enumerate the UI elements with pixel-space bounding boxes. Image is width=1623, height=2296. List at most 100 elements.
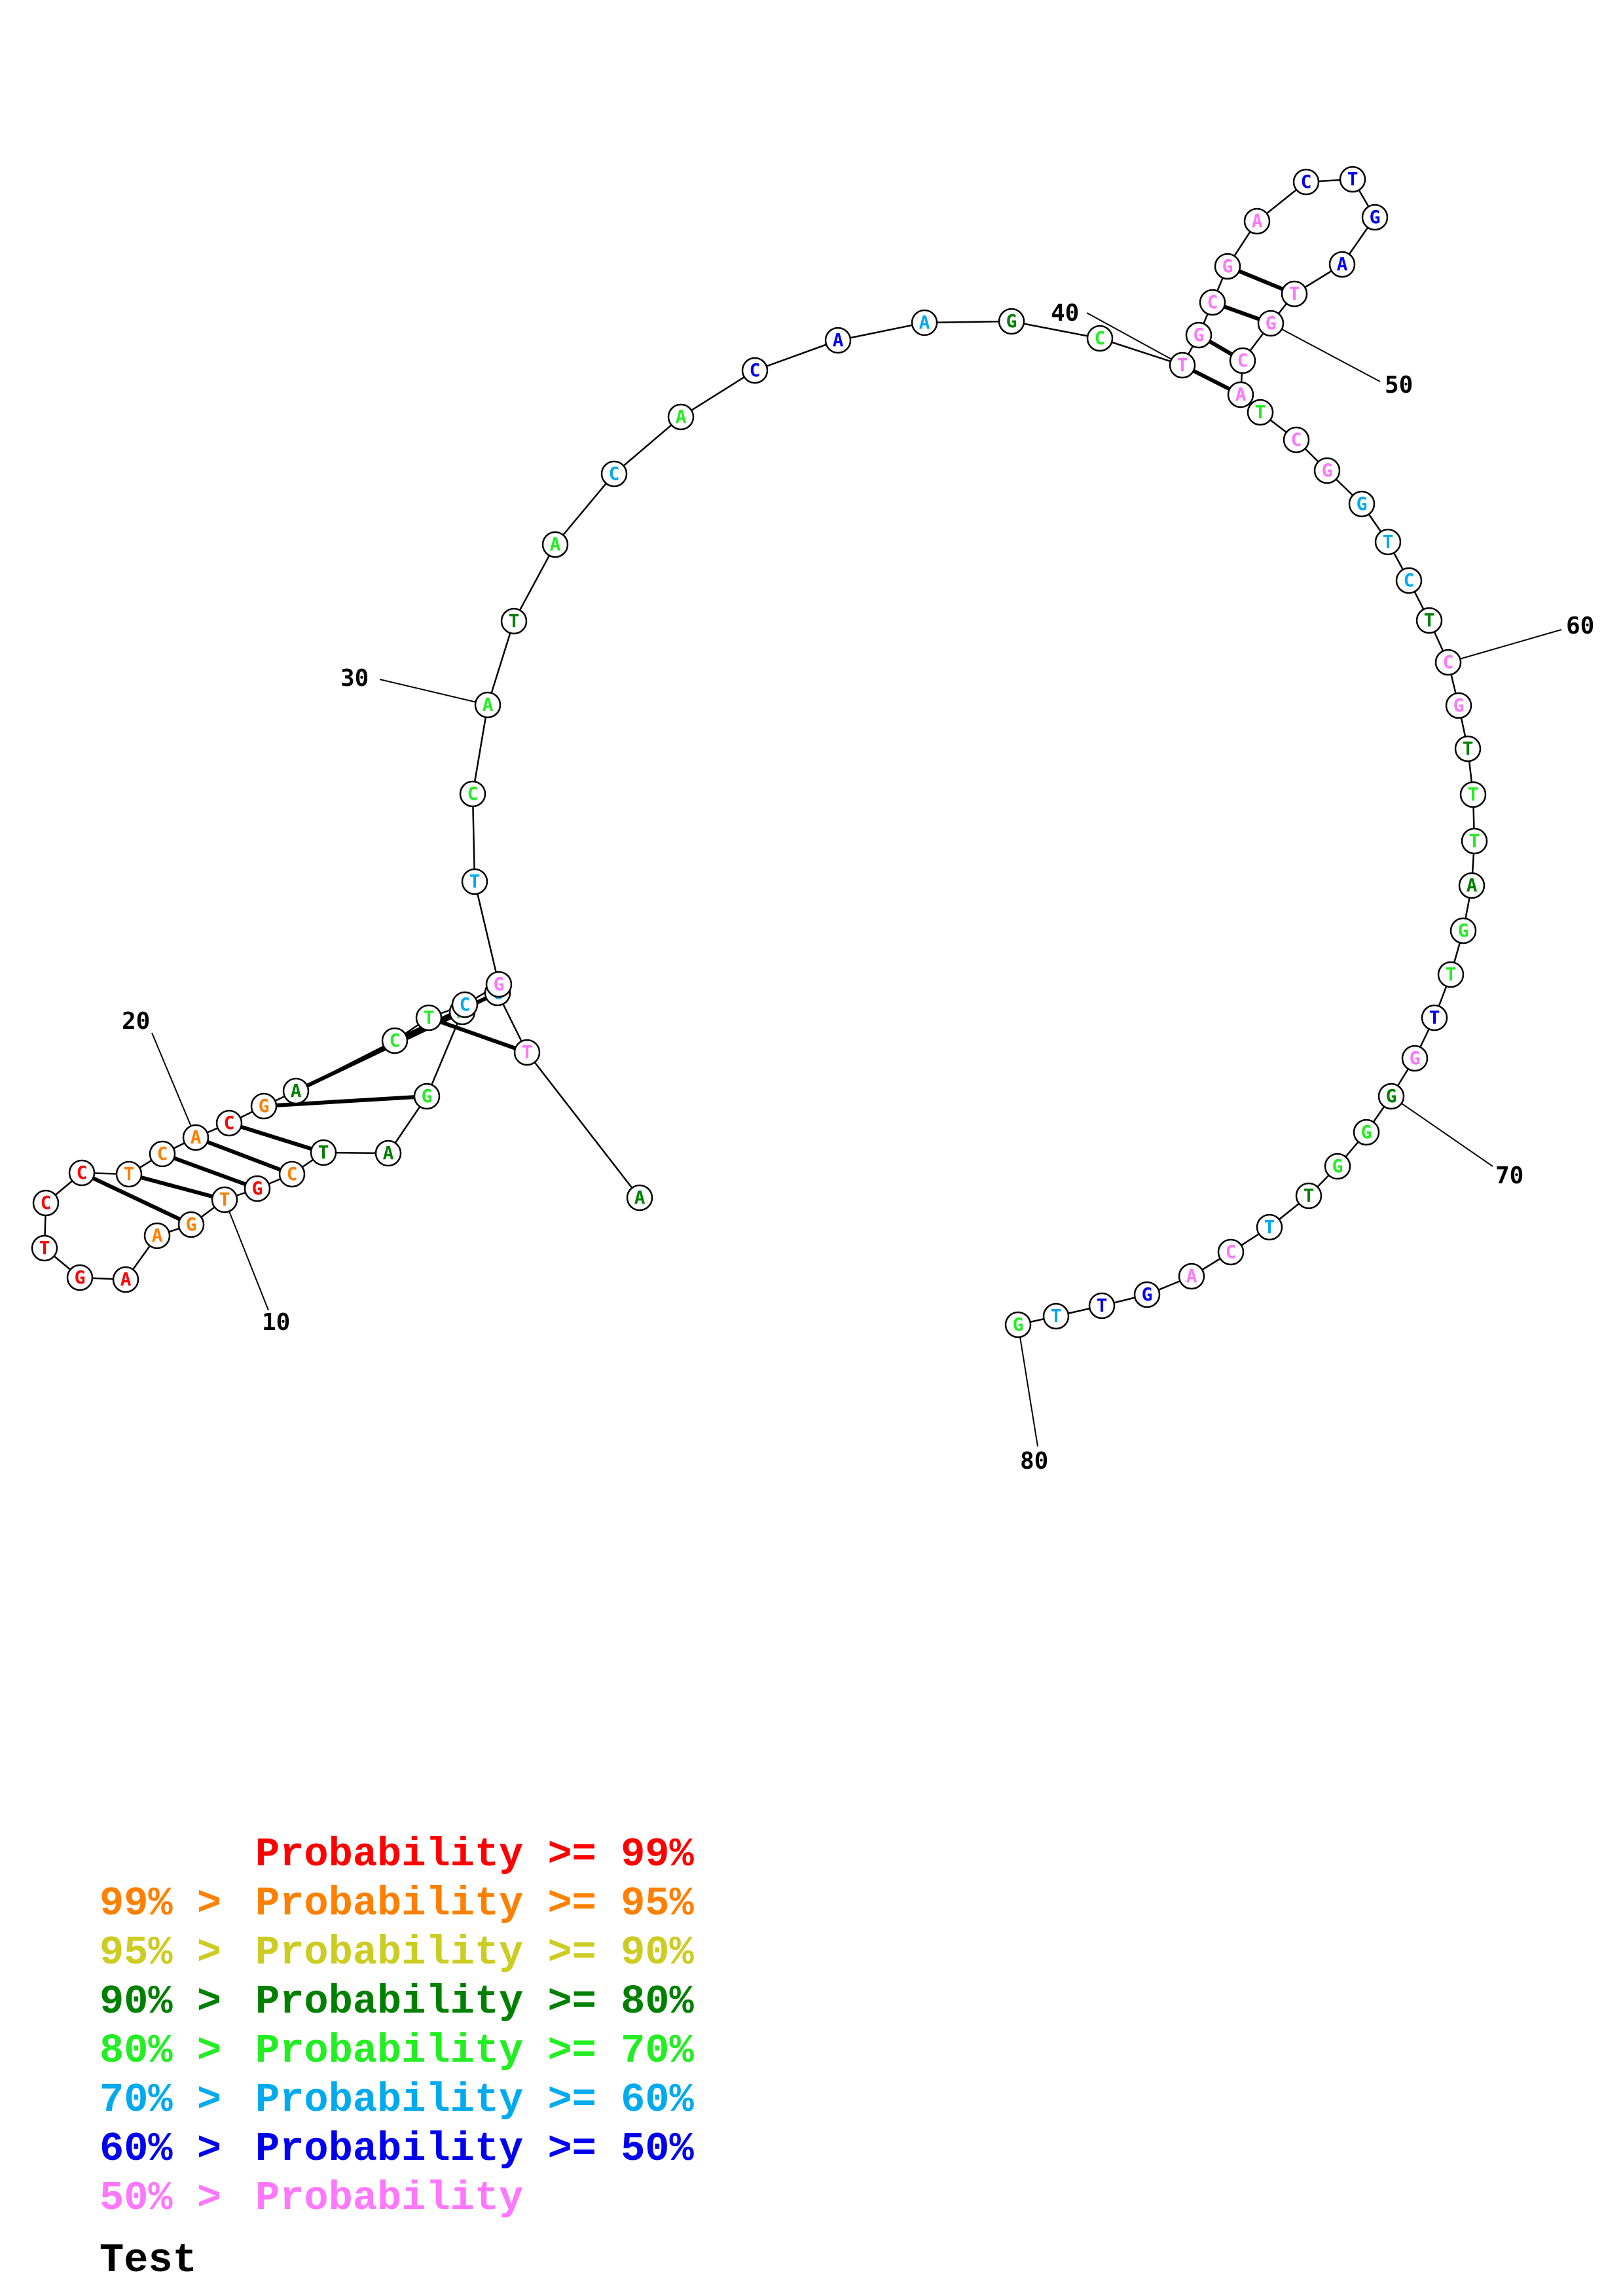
nucleotide-base-label: G	[1142, 1283, 1153, 1305]
nucleotide-circle	[1348, 490, 1376, 518]
nucleotide-69: G	[1401, 1045, 1429, 1072]
nucleotide-circle	[667, 403, 695, 431]
nucleotide-base-label: T	[1255, 401, 1266, 423]
nucleotide-circle	[1004, 1311, 1032, 1338]
base-pair-line	[81, 1171, 192, 1227]
legend-entry-4: 90% > Probability >= 80%	[100, 1979, 695, 2025]
nucleotide-circle	[500, 607, 528, 635]
nucleotide-64: T	[1461, 827, 1488, 855]
nucleotide-29: C	[459, 780, 486, 808]
legend-entry-2: 99% > Probability >= 95%	[100, 1880, 695, 1927]
nucleotide-77: G	[1133, 1281, 1161, 1308]
nucleotide-base-label: G	[1361, 1121, 1372, 1143]
backbone-segment	[471, 704, 489, 795]
base-pair-line	[161, 1152, 259, 1191]
nucleotide-circle	[215, 1109, 243, 1137]
nucleotide-59: T	[1415, 607, 1443, 634]
nucleotide-circle	[1185, 321, 1213, 349]
nucleotide-22: G	[250, 1092, 278, 1120]
nucleotide-circle	[1295, 1182, 1322, 1210]
base-pair-line	[428, 1016, 528, 1054]
nucleotide-circle	[282, 1077, 310, 1105]
nucleotide-circle	[1374, 528, 1402, 556]
base-pair-line	[228, 1121, 324, 1155]
nucleotide-base-label: G	[1222, 255, 1233, 277]
nucleotide-base-label: T	[1304, 1185, 1315, 1206]
nucleotide-base-label: G	[186, 1213, 197, 1235]
nucleotide-base-label: G	[1453, 694, 1465, 716]
legend-entry-3: 95% > Probability >= 90%	[100, 1929, 695, 1976]
nucleotide-base-label: T	[1463, 738, 1474, 759]
nucleotide-base-label: A	[152, 1225, 163, 1246]
nucleotide-base-label: C	[460, 994, 471, 1015]
nucleotide-circle	[1339, 166, 1366, 193]
position-tick-40	[1086, 312, 1183, 366]
nucleotide-47: G	[1361, 204, 1389, 231]
nucleotide-26: C	[451, 991, 479, 1018]
nucleotide-14: G	[66, 1264, 94, 1291]
nucleotide-10: T	[211, 1186, 238, 1213]
nucleotide-33: C	[600, 460, 628, 488]
nucleotide-circle	[182, 1124, 210, 1151]
nucleotide-circle	[310, 1139, 337, 1166]
nucleotide-circle	[1257, 310, 1285, 337]
legend-entry-7-text: Probability >= 50%	[255, 2126, 695, 2172]
nucleotide-base-label: T	[1429, 1007, 1440, 1028]
nucleotide-27: G	[485, 971, 513, 998]
nucleotide-base-label: T	[1289, 283, 1300, 304]
nucleotide-base-label: C	[77, 1162, 88, 1183]
nucleotide-base-label: A	[291, 1080, 302, 1102]
nucleotide-base-label: C	[750, 359, 761, 381]
nucleotide-circle	[1229, 347, 1256, 374]
base-pair-line	[128, 1172, 225, 1202]
nucleotide-71: G	[1353, 1119, 1380, 1146]
nucleotide-circle	[1324, 1153, 1351, 1180]
nucleotide-circle	[1395, 567, 1423, 594]
nucleotide-circle	[1454, 735, 1482, 762]
legend-entry-8: 50% > Probability	[100, 2175, 523, 2221]
nucleotide-circle	[626, 1184, 653, 1211]
nucleotide-circle	[1401, 1045, 1429, 1072]
nucleotide-circle	[911, 309, 938, 336]
nucleotide-28: T	[461, 868, 488, 895]
nucleotide-68: T	[1421, 1004, 1448, 1031]
nucleotide-13: A	[112, 1266, 139, 1293]
nucleotide-75: C	[1217, 1238, 1245, 1266]
nucleotide-circle	[115, 1160, 143, 1188]
nucleotide-circle	[1353, 1119, 1380, 1146]
nucleotide-circle	[451, 991, 479, 1018]
nucleotide-base-label: C	[1207, 291, 1218, 313]
nucleotide-base-label: A	[1235, 384, 1247, 405]
nucleotide-52: A	[1227, 381, 1254, 408]
nucleotide-base-label: A	[191, 1126, 202, 1148]
nucleotide-base-label: A	[1337, 253, 1348, 275]
nucleotide-66: G	[1450, 917, 1477, 944]
nucleotide-56: G	[1348, 490, 1376, 518]
nucleotide-41: G	[1185, 321, 1213, 349]
backbone-segment	[1011, 320, 1101, 340]
nucleotide-base-label: T	[1446, 963, 1457, 985]
nucleotide-base-label: A	[120, 1268, 132, 1290]
legend-entry-5: 80% > Probability >= 70%	[100, 2028, 695, 2074]
position-tick-80	[1017, 1324, 1038, 1447]
nucleotide-base-label: C	[1291, 429, 1302, 450]
nucleotide-circle	[1328, 251, 1356, 278]
position-tick-20	[151, 1032, 196, 1138]
legend-entry-1: Probability >= 99%	[255, 1831, 695, 1878]
nucleotide-base-label: T	[1424, 609, 1435, 631]
nucleotide-base-label: A	[483, 694, 494, 715]
nucleotide-80: G	[1004, 1311, 1032, 1338]
nucleotide-circle	[461, 868, 488, 895]
backbone-segment	[513, 544, 556, 622]
nucleotide-base-label: A	[1467, 874, 1478, 896]
nucleotide-base-label: T	[318, 1141, 329, 1163]
nucleotide-20: A	[182, 1124, 210, 1151]
diagram-title: Test	[100, 2237, 197, 2284]
position-label-50: 50	[1385, 372, 1413, 399]
nucleotide-circle	[66, 1264, 94, 1291]
backbone-segment	[526, 1052, 640, 1198]
nucleotide-circle	[1377, 1083, 1405, 1110]
nucleotide-circle	[1199, 289, 1226, 316]
nucleotide-circle	[32, 1189, 60, 1217]
